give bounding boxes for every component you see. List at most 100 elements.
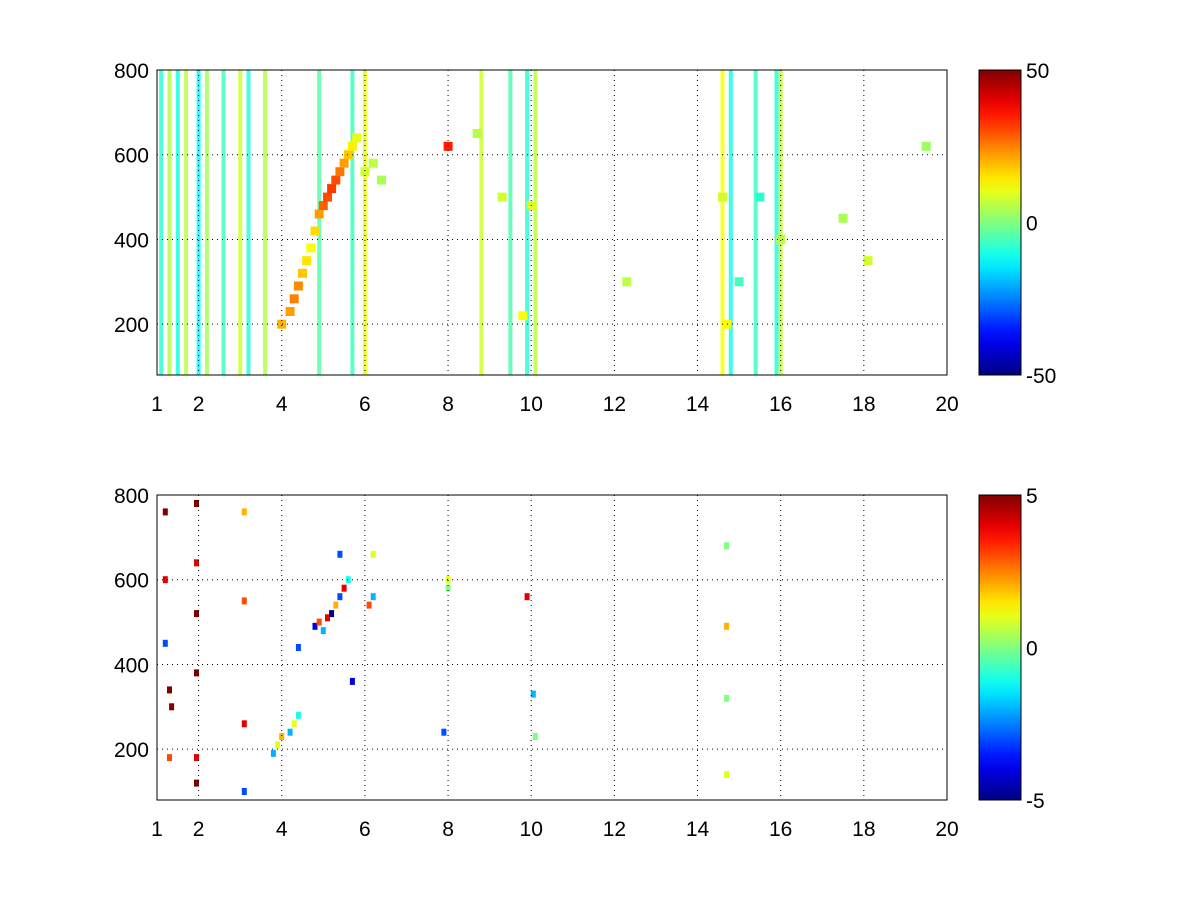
x-tick-label: 20 bbox=[935, 818, 958, 841]
stripe-mark bbox=[167, 70, 172, 375]
heatmap-cell bbox=[306, 243, 316, 253]
colorbar-tick-label: 0 bbox=[1026, 213, 1038, 236]
x-tick-label: 14 bbox=[686, 393, 710, 416]
stripe-mark bbox=[508, 70, 513, 375]
y-tick-label: 400 bbox=[114, 229, 149, 252]
stripe-mark bbox=[238, 70, 243, 375]
heatmap-cell bbox=[194, 754, 199, 762]
heatmap-cell bbox=[341, 584, 347, 592]
heatmap-cell bbox=[279, 733, 285, 740]
heatmap-cell bbox=[335, 167, 345, 177]
heatmap-cells-1 bbox=[159, 70, 931, 375]
heatmap-cell bbox=[366, 601, 372, 609]
heatmap-cell bbox=[337, 593, 343, 601]
heatmap-cell bbox=[333, 601, 339, 609]
heatmap-cell bbox=[162, 576, 168, 584]
x-tick-label: 2 bbox=[193, 393, 205, 416]
x-tick-label: 14 bbox=[686, 818, 710, 841]
heatmap-cell bbox=[352, 133, 362, 143]
heatmap-cell bbox=[241, 508, 247, 516]
x-tick-label: 1 bbox=[151, 393, 163, 416]
heatmap-cell bbox=[275, 741, 281, 749]
x-tick-label: 8 bbox=[442, 818, 454, 841]
heatmap-cell bbox=[370, 593, 376, 601]
stripe-mark bbox=[204, 70, 209, 375]
colorbar-tick-label: 0 bbox=[1026, 638, 1038, 661]
heatmap-cell bbox=[343, 150, 353, 160]
colorbar-1: 50 0 -50 bbox=[978, 60, 1056, 388]
heatmap-cell bbox=[497, 192, 507, 202]
stripe-mark bbox=[533, 70, 538, 375]
heatmap-cell bbox=[472, 129, 482, 138]
stripe-mark bbox=[774, 70, 779, 375]
plot-frame-1 bbox=[156, 69, 948, 376]
x-tick-label: 4 bbox=[276, 393, 288, 416]
heatmap-cell bbox=[445, 584, 451, 592]
heatmap-cell bbox=[289, 294, 299, 304]
heatmap-cell bbox=[314, 209, 324, 219]
stripe-mark bbox=[246, 70, 251, 375]
stripe-mark bbox=[720, 70, 725, 375]
y-tick-label: 800 bbox=[114, 60, 149, 83]
x-tick-label: 6 bbox=[359, 393, 371, 416]
heatmap-cell bbox=[921, 141, 931, 151]
y-tick-labels-1: 200 400 600 800 bbox=[114, 60, 149, 337]
heatmap-cell bbox=[194, 610, 199, 618]
heatmap-cell bbox=[295, 711, 301, 719]
heatmap-cell bbox=[320, 627, 326, 635]
x-tick-label: 18 bbox=[852, 393, 875, 416]
colorbar-gradient bbox=[978, 69, 1022, 376]
colorbar-tick-label: -50 bbox=[1026, 365, 1056, 388]
heatmap-cell bbox=[347, 141, 357, 151]
heatmap-cell bbox=[302, 256, 312, 266]
heatmap-cells-2 bbox=[162, 500, 730, 795]
heatmap-cell bbox=[345, 576, 351, 584]
stripe-mark bbox=[362, 70, 367, 375]
heatmap-cell bbox=[310, 226, 320, 236]
heatmap-cell bbox=[241, 597, 247, 605]
heatmap-cell bbox=[298, 268, 307, 278]
heatmap-cell bbox=[295, 644, 301, 651]
heatmap-cell bbox=[349, 677, 355, 685]
x-tick-label: 20 bbox=[935, 393, 958, 416]
stripe-mark bbox=[221, 70, 226, 375]
heatmap-cell bbox=[755, 192, 765, 202]
x-tick-label: 16 bbox=[769, 393, 792, 416]
heatmap-cell bbox=[370, 550, 376, 558]
stripe-mark bbox=[778, 70, 783, 375]
heatmap-cell bbox=[327, 184, 337, 194]
heatmap-cell bbox=[445, 576, 451, 584]
heatmap-cell bbox=[285, 307, 295, 316]
heatmap-cell bbox=[368, 158, 378, 168]
heatmap-cell bbox=[838, 213, 848, 223]
heatmap-cell bbox=[443, 141, 453, 151]
x-tick-label: 12 bbox=[603, 818, 626, 841]
heatmap-cell bbox=[722, 319, 732, 329]
heatmap-cell bbox=[337, 550, 343, 558]
heatmap-cell bbox=[162, 508, 168, 516]
stripe-mark bbox=[184, 70, 189, 375]
heatmap-cell bbox=[167, 686, 172, 694]
y-tick-label: 200 bbox=[114, 314, 149, 337]
heatmap-cell bbox=[318, 201, 328, 211]
heatmap-cell bbox=[291, 720, 297, 728]
heatmap-cell bbox=[441, 728, 447, 736]
heatmap-cell bbox=[270, 749, 276, 757]
heatmap-cell bbox=[293, 281, 303, 291]
heatmap-cell bbox=[863, 256, 873, 266]
heatmap-cell bbox=[532, 733, 538, 740]
plot-frame-2 bbox=[156, 494, 948, 801]
heatmap-cell bbox=[277, 319, 287, 329]
x-tick-label: 2 bbox=[193, 818, 205, 841]
heatmap-cell bbox=[724, 771, 730, 779]
heatmap-cell bbox=[241, 788, 247, 795]
x-tick-labels-2: 1 2 4 6 8 10 12 14 16 18 20 bbox=[151, 818, 959, 841]
heatmap-cell bbox=[323, 192, 332, 202]
y-tick-labels-2: 200 400 600 800 bbox=[114, 485, 149, 762]
x-tick-label: 10 bbox=[520, 818, 543, 841]
colorbar-gradient bbox=[978, 494, 1022, 801]
heatmap-cell bbox=[162, 639, 168, 647]
